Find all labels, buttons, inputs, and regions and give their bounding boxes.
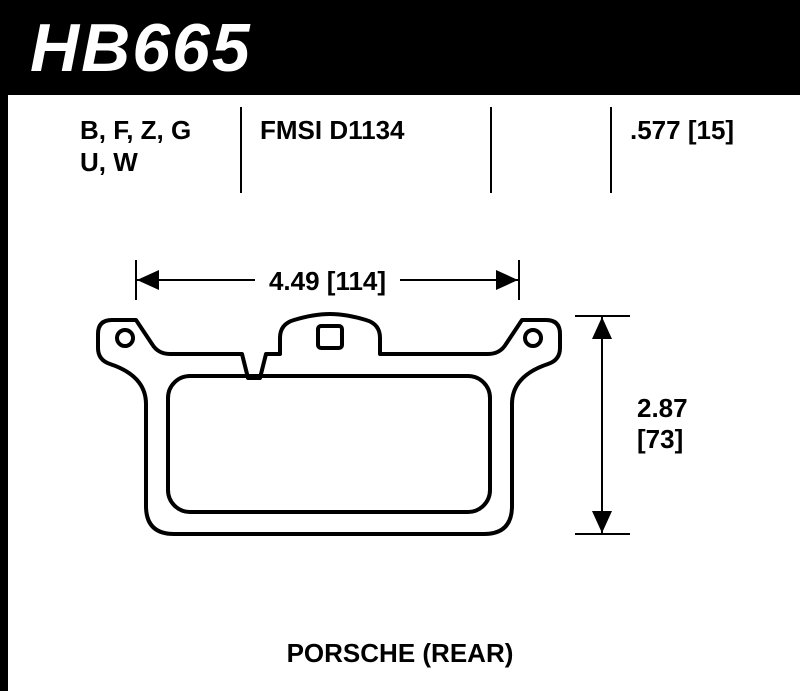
page-border-left bbox=[0, 0, 8, 691]
header-bar: HB665 bbox=[0, 0, 800, 95]
application-caption: PORSCHE (REAR) bbox=[0, 638, 800, 669]
width-mm: [114] bbox=[327, 266, 386, 296]
height-inches: 2.87 bbox=[637, 393, 688, 423]
arrow-up-icon bbox=[592, 317, 612, 339]
fmsi-code: FMSI D1134 bbox=[260, 115, 405, 146]
divider-3 bbox=[610, 107, 612, 193]
dim-line-v bbox=[601, 315, 603, 535]
compound-codes-line1: B, F, Z, G bbox=[80, 115, 191, 146]
width-dimension: 4.49 [114] bbox=[135, 260, 520, 300]
width-label: 4.49 [114] bbox=[255, 266, 400, 297]
spec-row: B, F, Z, G U, W FMSI D1134 .577 [15] bbox=[60, 115, 760, 205]
brake-pad-diagram: 4.49 [114] 2.87 [73] bbox=[90, 260, 730, 620]
height-dimension: 2.87 [73] bbox=[575, 315, 735, 535]
width-inches: 4.49 bbox=[269, 266, 320, 296]
divider-1 bbox=[240, 107, 242, 193]
brake-pad-outline bbox=[90, 310, 568, 545]
compound-codes-line2: U, W bbox=[80, 147, 138, 178]
height-mm: [73] bbox=[637, 424, 683, 454]
arrow-left-icon bbox=[137, 270, 159, 290]
arrow-down-icon bbox=[592, 511, 612, 533]
part-number-title: HB665 bbox=[30, 9, 252, 87]
height-label: 2.87 [73] bbox=[637, 393, 688, 455]
divider-2 bbox=[490, 107, 492, 193]
thickness-spec: .577 [15] bbox=[630, 115, 734, 146]
arrow-right-icon bbox=[496, 270, 518, 290]
